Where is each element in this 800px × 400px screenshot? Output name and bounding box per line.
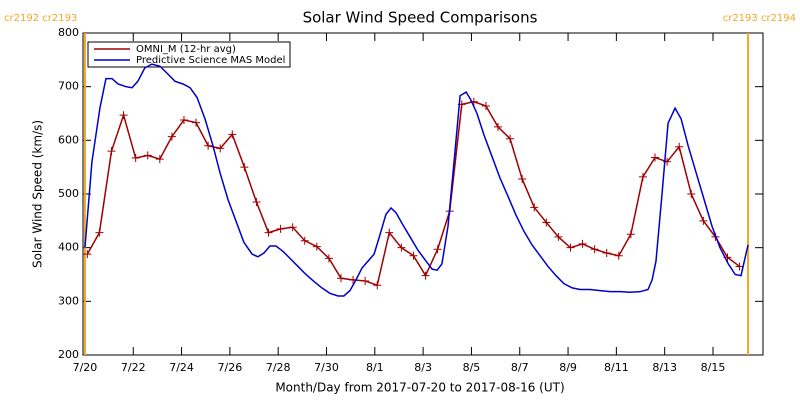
data-point — [626, 230, 635, 239]
legend-box — [87, 41, 291, 68]
legend: OMNI_M (12-hr avg)Predictive Science MAS… — [87, 41, 291, 68]
data-point — [638, 172, 647, 181]
data-point — [276, 224, 285, 233]
data-point — [614, 251, 623, 260]
x-tick-label: 7/30 — [314, 361, 339, 374]
data-point — [288, 223, 297, 232]
data-point — [143, 151, 152, 160]
data-point — [361, 276, 370, 285]
data-point — [433, 245, 442, 254]
y-tick-label: 300 — [58, 294, 79, 307]
data-point — [336, 274, 345, 283]
x-tick-label: 7/22 — [121, 361, 146, 374]
data-point — [602, 249, 611, 258]
x-tick-label: 7/28 — [266, 361, 291, 374]
data-point — [735, 262, 744, 271]
x-tick-label: 8/3 — [414, 361, 432, 374]
data-point — [651, 153, 660, 162]
data-point — [324, 254, 333, 263]
carrington-label: cr2192 cr2193 — [4, 13, 77, 24]
data-point — [107, 147, 116, 156]
legend-label: Predictive Science MAS Model — [136, 55, 285, 66]
data-point — [264, 228, 273, 237]
data-point — [155, 155, 164, 164]
data-point — [373, 281, 382, 290]
x-tick-label: 7/20 — [73, 361, 98, 374]
data-point — [167, 132, 176, 141]
legend-label: OMNI_M (12-hr avg) — [136, 44, 236, 55]
x-tick-label: 8/13 — [652, 361, 677, 374]
y-tick-label: 200 — [58, 348, 79, 361]
data-point — [554, 232, 563, 241]
data-point — [192, 118, 201, 127]
y-tick-label: 800 — [58, 26, 79, 39]
data-point — [699, 216, 708, 225]
data-point — [179, 115, 188, 124]
data-point — [481, 101, 490, 110]
y-axis-label: Solar Wind Speed (km/s) — [31, 120, 45, 268]
x-tick-label: 8/5 — [463, 361, 481, 374]
data-point — [252, 198, 261, 207]
data-point — [530, 203, 539, 212]
data-point — [95, 228, 104, 237]
y-tick-label: 600 — [58, 133, 79, 146]
data-point — [119, 111, 128, 120]
data-point — [228, 130, 237, 139]
x-tick-label: 8/7 — [511, 361, 529, 374]
data-point — [397, 243, 406, 252]
x-tick-label: 8/11 — [604, 361, 629, 374]
x-tick-label: 8/9 — [559, 361, 577, 374]
data-point — [566, 243, 575, 252]
data-point — [240, 163, 249, 172]
data-point — [494, 122, 503, 131]
x-tick-label: 7/24 — [169, 361, 194, 374]
data-point — [312, 242, 321, 251]
y-tick-label: 700 — [58, 80, 79, 93]
data-point — [590, 245, 599, 254]
data-point — [131, 154, 140, 163]
data-point — [83, 250, 92, 259]
series-line — [84, 63, 749, 297]
x-tick-label: 8/15 — [701, 361, 726, 374]
data-point — [421, 271, 430, 280]
data-point — [518, 174, 527, 183]
chart-title: Solar Wind Speed Comparisons — [303, 9, 538, 27]
data-point — [506, 134, 515, 143]
x-axis-label: Month/Day from 2017-07-20 to 2017-08-16 … — [275, 381, 564, 395]
data-point — [542, 218, 551, 227]
data-point — [204, 141, 213, 150]
data-point — [300, 236, 309, 245]
y-tick-label: 500 — [58, 187, 79, 200]
data-point — [675, 142, 684, 151]
data-point — [216, 144, 225, 153]
data-point — [385, 228, 394, 237]
x-tick-label: 7/26 — [218, 361, 243, 374]
data-point — [687, 190, 696, 198]
data-point — [409, 251, 418, 260]
carrington-label: cr2193 cr2194 — [723, 13, 796, 24]
x-tick-label: 8/1 — [366, 361, 384, 374]
y-tick-label: 400 — [58, 241, 79, 254]
data-point — [578, 239, 587, 248]
